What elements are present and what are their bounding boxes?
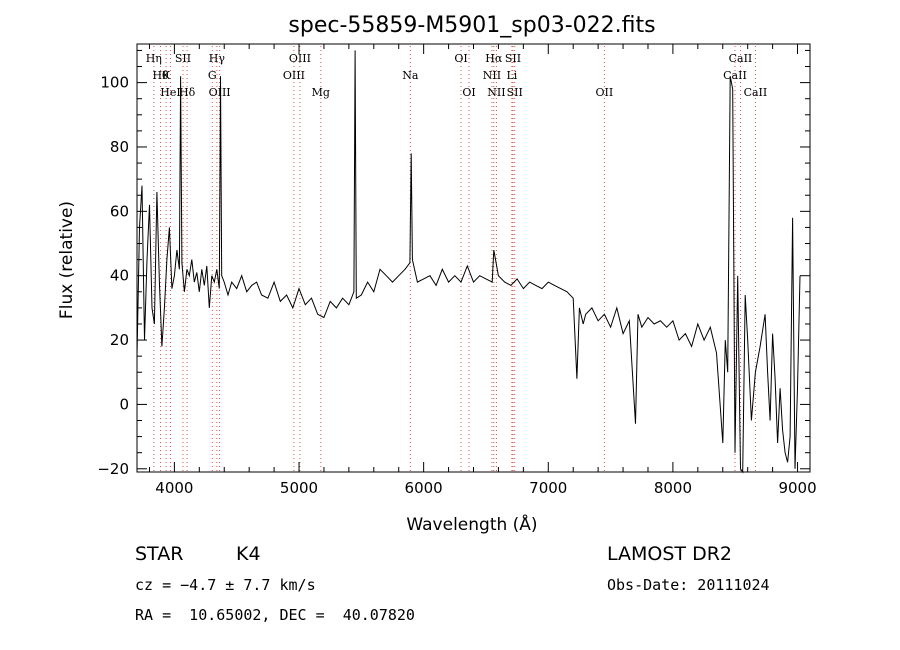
survey-name: LAMOST DR2 bbox=[607, 543, 732, 565]
line-marker-label: CaII bbox=[729, 52, 753, 65]
line-marker-label: SII bbox=[507, 86, 523, 99]
line-marker-label: SII bbox=[175, 52, 191, 65]
line-marker-label: Hη bbox=[146, 52, 162, 65]
line-marker-label: NII bbox=[487, 86, 505, 99]
y-tick-label: 20 bbox=[110, 331, 129, 349]
line-marker-label: OI bbox=[454, 52, 467, 65]
chart-title: spec-55859-M5901_sp03-022.fits bbox=[288, 13, 655, 38]
line-marker-label: CaII bbox=[723, 69, 747, 82]
line-marker-label: Hθ bbox=[152, 69, 169, 82]
y-tick-label: 0 bbox=[119, 395, 129, 413]
object-type: STAR bbox=[135, 543, 184, 565]
x-tick-label: 8000 bbox=[654, 479, 692, 497]
spectral-subclass: K4 bbox=[236, 543, 261, 565]
line-marker-label: OIII bbox=[283, 69, 305, 82]
line-marker-label: K bbox=[162, 69, 171, 82]
line-marker-label: NII bbox=[483, 69, 501, 82]
line-marker-label: OIII bbox=[289, 52, 311, 65]
line-marker-label: OII bbox=[596, 86, 614, 99]
line-marker-label: Na bbox=[402, 69, 419, 82]
x-axis-label: Wavelength (Å) bbox=[406, 513, 537, 535]
line-marker-label: Hγ bbox=[209, 52, 226, 65]
observation-date: Obs-Date: 20111024 bbox=[607, 576, 770, 594]
x-tick-label: 7000 bbox=[529, 479, 567, 497]
y-axis-label: Flux (relative) bbox=[57, 201, 77, 319]
line-marker-label: CaII bbox=[744, 86, 768, 99]
x-tick-label: 6000 bbox=[405, 479, 443, 497]
y-tick-label: −20 bbox=[97, 460, 129, 478]
y-tick-label: 60 bbox=[110, 202, 129, 220]
x-tick-label: 4000 bbox=[155, 479, 193, 497]
line-marker-label: SII bbox=[505, 52, 521, 65]
plot-frame bbox=[136, 43, 811, 473]
line-marker-label: Li bbox=[506, 69, 517, 82]
line-marker-label: G bbox=[208, 69, 217, 82]
line-marker-label: Hδ bbox=[179, 86, 196, 99]
redshift-cz: cz = −4.7 ± 7.7 km/s bbox=[135, 576, 316, 594]
y-tick-label: 100 bbox=[100, 74, 129, 92]
x-tick-label: 9000 bbox=[778, 479, 816, 497]
line-marker-label: OIII bbox=[209, 86, 231, 99]
y-axis-ticks: −20 0 20 40 60 80 100 bbox=[97, 49, 810, 478]
y-tick-label: 40 bbox=[110, 267, 129, 285]
coordinates: RA = 10.65002, DEC = 40.07820 bbox=[135, 606, 415, 624]
spectrum-line bbox=[136, 50, 801, 474]
line-marker-label: OI bbox=[462, 86, 475, 99]
line-markers bbox=[153, 46, 756, 471]
line-marker-label: HeI bbox=[160, 86, 180, 99]
y-tick-label: 80 bbox=[110, 138, 129, 156]
line-marker-label: Hα bbox=[485, 52, 503, 65]
x-axis-ticks: 4000 5000 6000 7000 8000 9000 bbox=[148, 44, 817, 497]
line-marker-labels: Hη HθK HeI SII Hδ G Hγ OIII OIII OIII Mg Na OI OI NII H… bbox=[146, 52, 768, 99]
x-tick-label: 5000 bbox=[280, 479, 318, 497]
line-marker-label: Mg bbox=[312, 86, 330, 99]
